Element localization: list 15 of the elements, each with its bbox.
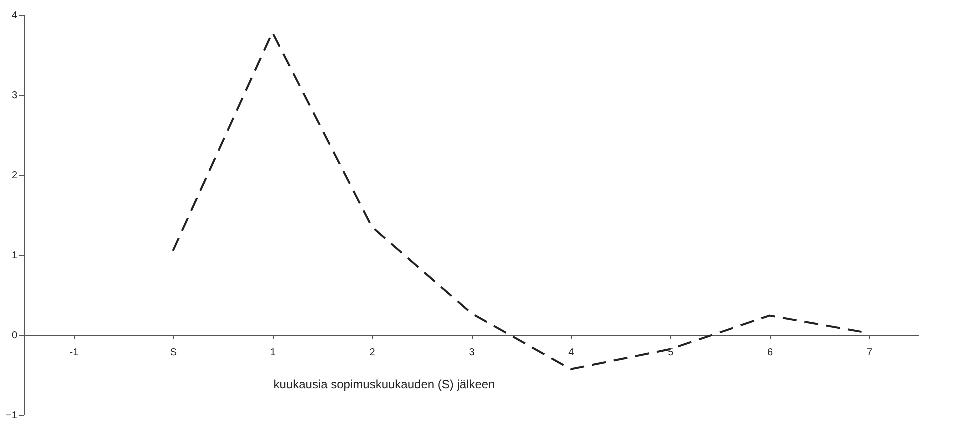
x-tick-label: 2 bbox=[370, 348, 376, 358]
y-tick-label: 3 bbox=[12, 90, 18, 102]
x-tick-label: S bbox=[170, 348, 178, 358]
y-tick-label: 0 bbox=[12, 330, 18, 342]
y-tick-label: −1 bbox=[6, 410, 18, 422]
x-tick-label: 1 bbox=[270, 348, 276, 358]
y-tick-label: 1 bbox=[12, 250, 18, 262]
x-tick-label: 6 bbox=[768, 348, 774, 358]
y-tick-label: 2 bbox=[12, 170, 18, 182]
x-tick-label: -1 bbox=[70, 348, 80, 358]
x-tick-label: 3 bbox=[469, 348, 476, 358]
x-tick-label: 4 bbox=[568, 348, 575, 358]
x-tick-label: 7 bbox=[866, 348, 873, 358]
x-axis-title: kuukausia sopimuskuukauden (S) jälkeen bbox=[274, 378, 496, 392]
y-tick-label: 4 bbox=[12, 10, 18, 22]
